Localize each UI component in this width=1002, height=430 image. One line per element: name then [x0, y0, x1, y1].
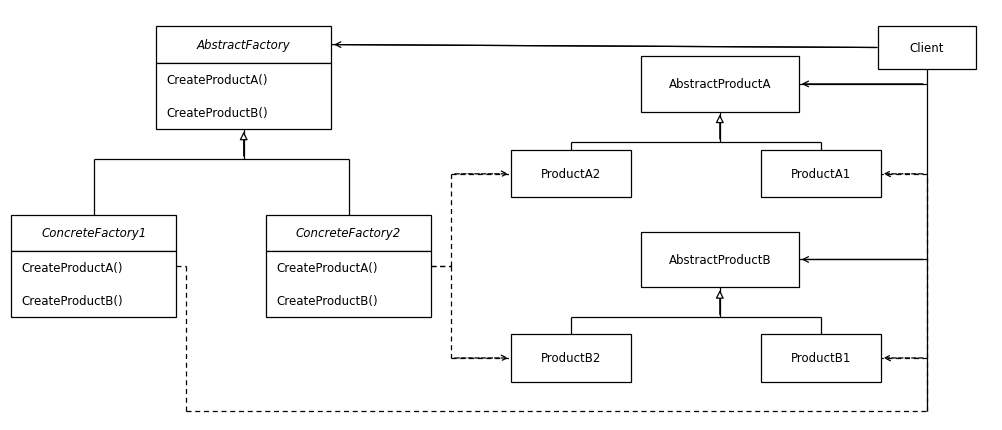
Text: CreateProductA(): CreateProductA()	[21, 262, 123, 275]
Text: ProductA2: ProductA2	[541, 168, 601, 181]
Text: ProductA1: ProductA1	[791, 168, 851, 181]
Bar	[267, 215, 431, 252]
Text: CreateProductB(): CreateProductB()	[166, 107, 269, 120]
Text: ConcreteFactory2: ConcreteFactory2	[296, 227, 401, 240]
Bar	[156, 27, 331, 64]
Bar	[267, 252, 431, 317]
Bar	[511, 151, 631, 198]
Text: CreateProductB(): CreateProductB()	[277, 295, 378, 307]
Bar	[878, 27, 976, 70]
Text: CreateProductB(): CreateProductB()	[21, 295, 123, 307]
Text: ConcreteFactory1: ConcreteFactory1	[41, 227, 146, 240]
Bar	[641, 57, 799, 113]
Text: ProductB1: ProductB1	[791, 352, 851, 365]
Text: AbstractProductB: AbstractProductB	[668, 253, 772, 266]
Bar	[11, 252, 176, 317]
Text: CreateProductA(): CreateProductA()	[166, 74, 269, 87]
Bar	[11, 215, 176, 252]
Text: CreateProductA(): CreateProductA()	[277, 262, 378, 275]
Text: AbstractFactory: AbstractFactory	[196, 39, 291, 52]
Text: ProductB2: ProductB2	[541, 352, 601, 365]
Bar	[761, 151, 881, 198]
Bar	[761, 335, 881, 381]
Text: Client: Client	[910, 42, 944, 55]
Bar	[641, 232, 799, 288]
Bar	[156, 64, 331, 129]
Text: AbstractProductA: AbstractProductA	[668, 78, 772, 91]
Bar	[511, 335, 631, 381]
